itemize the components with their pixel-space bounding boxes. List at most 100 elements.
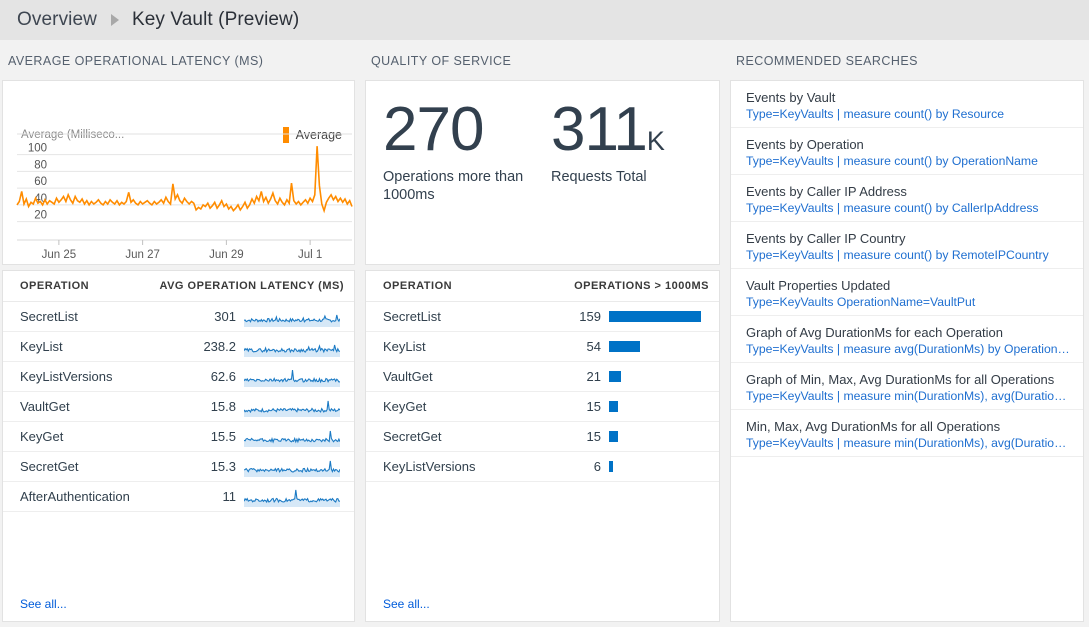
svg-text:Jun 27: Jun 27 <box>125 249 160 261</box>
table-row[interactable]: KeyList 54 <box>366 332 719 362</box>
chart-y-axis-title: Average (Milliseco... <box>21 129 125 141</box>
column-qos: QUALITY OF SERVICE 270 Operations more t… <box>360 40 725 627</box>
recommended-searches-card: Events by Vault Type=KeyVaults | measure … <box>730 80 1084 622</box>
recommended-search-title: Graph of Min, Max, Avg DurationMs for al… <box>746 372 1055 387</box>
row-operation: KeyList <box>20 339 63 354</box>
row-bar <box>609 332 709 362</box>
svg-text:80: 80 <box>34 159 47 171</box>
qos-table-body: SecretList 159 KeyList 54 VaultGet 21 KeyGet 15… <box>366 302 719 589</box>
row-operation: VaultGet <box>20 399 70 414</box>
qos-metric-requests-value: 311K <box>551 95 665 164</box>
recommended-search-query[interactable]: Type=KeyVaults | measure count() by Reso… <box>746 107 1004 121</box>
recommended-search-query[interactable]: Type=KeyVaults | measure avg(DurationMs)… <box>746 342 1071 356</box>
row-operation: KeyGet <box>383 399 427 414</box>
table-row[interactable]: VaultGet 21 <box>366 362 719 392</box>
recommended-search-item[interactable]: Events by Caller IP Address Type=KeyVault… <box>731 175 1083 222</box>
qos-panel-title: QUALITY OF SERVICE <box>371 54 512 68</box>
svg-text:60: 60 <box>34 176 47 188</box>
legend-swatch-average <box>282 127 289 143</box>
qos-see-all[interactable]: See all... <box>366 589 719 621</box>
latency-see-all[interactable]: See all... <box>3 589 354 621</box>
table-row[interactable]: KeyGet 15 <box>366 392 719 422</box>
table-row[interactable]: SecretList 159 <box>366 302 719 332</box>
latency-chart-card[interactable]: Average (Milliseco... Average 20 40 60 80 10… <box>2 80 355 265</box>
recommended-search-query[interactable]: Type=KeyVaults OperationName=VaultPut <box>746 295 976 309</box>
row-value: 62.6 <box>210 369 236 384</box>
recommended-search-item[interactable]: Min, Max, Avg DurationMs for all Operati… <box>731 410 1083 457</box>
latency-see-all-link[interactable]: See all... <box>20 597 67 611</box>
column-latency: AVERAGE OPERATIONAL LATENCY (MS) Average… <box>0 40 360 627</box>
recommended-search-item[interactable]: Events by Vault Type=KeyVaults | measure … <box>731 81 1083 128</box>
recommended-search-query[interactable]: Type=KeyVaults | measure min(DurationMs)… <box>746 389 1071 403</box>
svg-text:100: 100 <box>28 143 47 155</box>
row-sparkline <box>244 397 344 417</box>
recommended-panel-title: RECOMMENDED SEARCHES <box>736 54 918 68</box>
table-row[interactable]: KeyGet 15.5 <box>3 422 354 452</box>
recommended-search-item[interactable]: Vault Properties Updated Type=KeyVaults O… <box>731 269 1083 316</box>
row-operation: KeyGet <box>20 429 64 444</box>
row-sparkline <box>244 457 344 477</box>
recommended-search-item[interactable]: Graph of Avg DurationMs for each Operati… <box>731 316 1083 363</box>
row-sparkline <box>244 307 344 327</box>
row-sparkline <box>244 337 344 357</box>
qos-col-value: OPERATIONS > 1000MS <box>574 280 709 292</box>
row-operation: AfterAuthentication <box>20 489 130 504</box>
recommended-search-query[interactable]: Type=KeyVaults | measure min(DurationMs)… <box>746 436 1071 450</box>
row-bar <box>609 422 709 452</box>
qos-metric-requests-label: Requests Total <box>551 168 647 185</box>
breadcrumb-current: Key Vault (Preview) <box>131 9 300 30</box>
svg-text:Jul 1: Jul 1 <box>298 249 322 261</box>
latency-table-card: OPERATION AVG OPERATION LATENCY (MS) Sec… <box>2 270 355 622</box>
table-row[interactable]: VaultGet 15.8 <box>3 392 354 422</box>
recommended-search-title: Min, Max, Avg DurationMs for all Operati… <box>746 419 1001 434</box>
table-row[interactable]: KeyListVersions 62.6 <box>3 362 354 392</box>
row-operation: VaultGet <box>383 369 433 384</box>
latency-panel-title: AVERAGE OPERATIONAL LATENCY (MS) <box>8 54 264 68</box>
recommended-search-query[interactable]: Type=KeyVaults | measure count() by Oper… <box>746 154 1038 168</box>
recommended-search-title: Events by Caller IP Country <box>746 231 906 246</box>
table-row[interactable]: SecretList 301 <box>3 302 354 332</box>
qos-see-all-link[interactable]: See all... <box>383 597 430 611</box>
row-value: 6 <box>593 459 601 474</box>
row-value: 21 <box>586 369 601 384</box>
table-row[interactable]: KeyList 238.2 <box>3 332 354 362</box>
recommended-search-item[interactable]: Events by Operation Type=KeyVaults | meas… <box>731 128 1083 175</box>
qos-metrics-card[interactable]: 270 Operations more than 1000ms 311K Req… <box>365 80 720 265</box>
recommended-search-title: Graph of Avg DurationMs for each Operati… <box>746 325 1004 340</box>
recommended-search-query[interactable]: Type=KeyVaults | measure count() by Remo… <box>746 248 1049 262</box>
row-operation: SecretList <box>383 309 441 324</box>
qos-metric-operations-label: Operations more than 1000ms <box>383 168 524 203</box>
latency-col-value: AVG OPERATION LATENCY (MS) <box>159 280 344 292</box>
qos-metric-operations: 270 Operations more than 1000ms <box>383 99 551 264</box>
row-operation: SecretGet <box>20 459 79 474</box>
row-sparkline <box>244 367 344 387</box>
row-operation: KeyListVersions <box>383 459 476 474</box>
svg-text:Jun 29: Jun 29 <box>209 249 244 261</box>
latency-table-body: SecretList 301 KeyList 238.2 KeyListVersions… <box>3 302 354 589</box>
table-row[interactable]: SecretGet 15 <box>366 422 719 452</box>
table-row[interactable]: AfterAuthentication 11 <box>3 482 354 512</box>
recommended-search-title: Events by Operation <box>746 137 864 152</box>
dashboard-columns: AVERAGE OPERATIONAL LATENCY (MS) Average… <box>0 40 1089 627</box>
legend-label-average: Average <box>295 128 342 142</box>
chart-legend: Average <box>282 127 342 143</box>
row-value: 15.5 <box>210 429 236 444</box>
row-operation: SecretGet <box>383 429 442 444</box>
row-value: 15 <box>586 399 601 414</box>
table-row[interactable]: SecretGet 15.3 <box>3 452 354 482</box>
recommended-search-item[interactable]: Events by Caller IP Country Type=KeyVault… <box>731 222 1083 269</box>
recommended-search-item[interactable]: Graph of Min, Max, Avg DurationMs for al… <box>731 363 1083 410</box>
row-operation: KeyList <box>383 339 426 354</box>
column-recommended: RECOMMENDED SEARCHES Events by Vault Type… <box>725 40 1089 627</box>
qos-table-card: OPERATION OPERATIONS > 1000MS SecretList… <box>365 270 720 622</box>
row-value: 15.3 <box>210 459 236 474</box>
chevron-right-icon <box>110 14 119 26</box>
row-value: 54 <box>586 339 601 354</box>
recommended-search-title: Events by Vault <box>746 90 836 105</box>
breadcrumb: Overview Key Vault (Preview) <box>0 0 1089 40</box>
breadcrumb-parent[interactable]: Overview <box>17 9 97 30</box>
recommended-search-query[interactable]: Type=KeyVaults | measure count() by Call… <box>746 201 1039 215</box>
table-row[interactable]: KeyListVersions 6 <box>366 452 719 482</box>
row-operation: SecretList <box>20 309 78 324</box>
